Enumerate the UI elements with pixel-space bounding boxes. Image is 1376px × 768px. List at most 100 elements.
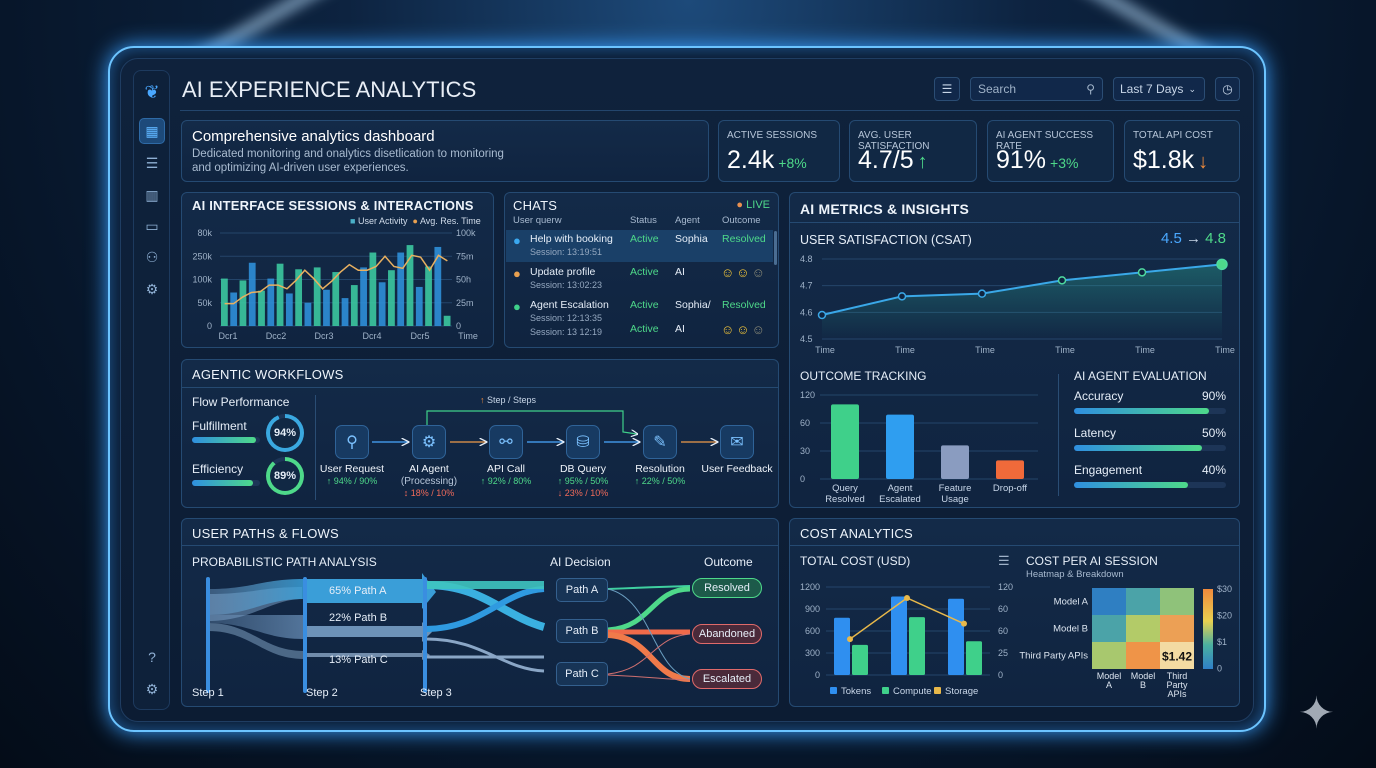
panel-title: USER PATHS & FLOWS xyxy=(192,526,339,541)
chat-outcome: Resolved xyxy=(722,299,766,311)
workflow-node-api-icon[interactable]: ⚯ xyxy=(489,425,523,459)
intro-card: Comprehensive analytics dashboard Dedica… xyxy=(181,120,709,182)
outcome-bar xyxy=(996,460,1024,479)
arrow-right-icon: → xyxy=(1185,230,1201,247)
chat-query[interactable]: Help with booking xyxy=(530,233,613,245)
bar-user-activity xyxy=(388,270,395,326)
kpi-delta: +8% xyxy=(778,155,807,171)
workflow-node-user-icon[interactable]: ⚲ xyxy=(335,425,369,459)
bar-user-activity xyxy=(425,266,432,326)
kpi-label: ACTIVE SESSIONS xyxy=(727,130,818,141)
heatmap-highlight-value: $1.42 xyxy=(1162,650,1192,664)
chat-query[interactable]: Update profile xyxy=(530,266,596,278)
x-tick: Time xyxy=(815,345,835,355)
outcome-title: OUTCOME TRACKING xyxy=(800,369,927,383)
live-label: LIVE xyxy=(746,199,770,211)
bar-user-activity xyxy=(313,267,321,326)
sidebar-item-settings[interactable]: ⚙ xyxy=(145,280,159,297)
scale-tick: $20 xyxy=(1217,611,1232,621)
x-tick: Resolved xyxy=(825,494,865,505)
perf-ring: 94% xyxy=(266,414,304,452)
chat-agent: Sophia/ xyxy=(675,299,711,311)
sidebar-item-list[interactable]: ☰ xyxy=(145,154,159,171)
feedback-emoji-icons[interactable]: ☺☺☺ xyxy=(721,265,767,280)
decision-path-a[interactable]: Path A xyxy=(556,578,608,602)
node-label: Resolution xyxy=(635,463,685,475)
feedback-emoji-icons[interactable]: ☺☺☺ xyxy=(721,322,767,337)
scrollbar[interactable] xyxy=(774,231,777,265)
heatmap-col-label: B xyxy=(1140,680,1146,690)
bar-user-activity xyxy=(406,245,414,326)
eval-label: Accuracy xyxy=(1074,389,1124,403)
perf-value: 89% xyxy=(270,461,300,491)
heatmap-col-label: Model xyxy=(1131,671,1156,681)
bar-user-activity xyxy=(285,293,293,326)
bar-compute xyxy=(909,617,925,675)
y-tick: 4.8 xyxy=(800,254,813,264)
flow-label-path-b: 22% Path B xyxy=(329,612,388,624)
x-tick: Time xyxy=(1135,345,1155,355)
sidebar-item-charts[interactable]: ▥ xyxy=(145,186,159,203)
eval-label: Latency xyxy=(1074,426,1117,440)
workflow-node-database-icon[interactable]: ⛁ xyxy=(566,425,600,459)
heatmap-cell xyxy=(1126,615,1160,642)
clock-button[interactable]: ◷ xyxy=(1215,77,1240,101)
list-view-button[interactable]: ☰ xyxy=(934,77,960,101)
sidebar-item-calendar[interactable]: ▭ xyxy=(145,217,159,234)
heatmap-col-label: Model xyxy=(1097,671,1122,681)
metrics-panel: AI METRICS & INSIGHTS USER SATISFACTION … xyxy=(789,192,1240,508)
outcome-escalated[interactable]: Escalated xyxy=(692,669,762,689)
sidebar-item-dashboard[interactable]: ▦ xyxy=(139,118,165,144)
x-tick: Escalated xyxy=(879,494,921,505)
y-tick-right: 25 xyxy=(998,648,1008,658)
y-tick-left: 600 xyxy=(805,626,820,636)
divider xyxy=(1058,374,1059,496)
search-input[interactable]: Search ⚲ xyxy=(970,77,1103,101)
bar-user-activity xyxy=(267,278,275,326)
outcome-resolved[interactable]: Resolved xyxy=(692,578,762,598)
panel-title: AGENTIC WORKFLOWS xyxy=(192,367,344,382)
settings-icon[interactable]: ⚙ xyxy=(145,680,159,697)
legend-label: Tokens xyxy=(841,686,871,697)
kpi-avg-satisfaction: AVG. USER SATISFACTION 4.7/5 ↑ xyxy=(849,120,977,182)
workflow-node-gear-icon[interactable]: ⚙ xyxy=(412,425,446,459)
x-tick: Drop-off xyxy=(993,483,1028,494)
outcome-bar xyxy=(941,445,969,479)
eval-value: 90% xyxy=(1201,389,1226,403)
decision-path-b[interactable]: Path B xyxy=(556,619,608,643)
csat-point xyxy=(1216,258,1228,271)
cost-panel: COST ANALYTICS TOTAL COST (USD) ☰ 0 0 300 2… xyxy=(789,518,1240,707)
bar-user-activity xyxy=(248,262,256,326)
decision-path-c[interactable]: Path C xyxy=(556,662,608,686)
col-header-query: User querw xyxy=(513,215,562,226)
y-tick-right: 0 xyxy=(456,321,461,331)
chat-bubble-icon: ● xyxy=(513,233,521,248)
search-icon: ⚲ xyxy=(1086,82,1095,96)
x-tick: Dcr5 xyxy=(410,331,429,341)
chat-query[interactable]: Agent Escalation xyxy=(530,299,609,311)
heatmap-row-label: Model A xyxy=(1054,597,1089,608)
workflow-node-feedback-icon[interactable]: ✉ xyxy=(720,425,754,459)
csat-line xyxy=(821,263,1223,316)
chat-status: Active xyxy=(630,233,659,245)
menu-icon[interactable]: ☰ xyxy=(998,553,1010,568)
help-icon[interactable]: ? xyxy=(148,649,156,665)
date-range-select[interactable]: Last 7 Days ⌄ xyxy=(1113,77,1205,101)
perf-ring: 89% xyxy=(266,457,304,495)
step-note-label: Step / Steps xyxy=(487,395,537,405)
outcome-bar xyxy=(831,404,859,479)
profile-icon: ● xyxy=(513,266,521,281)
outcome-abandoned[interactable]: Abandoned xyxy=(692,624,762,644)
sidebar-item-users[interactable]: ⚇ xyxy=(145,248,159,265)
chat-status: Active xyxy=(630,299,659,311)
heatmap-cell xyxy=(1092,615,1126,642)
kpi-success-rate: AI AGENT SUCCESS RATE 91% +3% xyxy=(987,120,1114,182)
csat-to: 4.8 xyxy=(1205,230,1226,247)
x-tick: Time xyxy=(458,331,478,341)
csat-title: USER SATISFACTION (CSAT) xyxy=(800,233,972,247)
chat-status: Active xyxy=(630,266,659,278)
workflow-node-edit-icon[interactable]: ✎ xyxy=(643,425,677,459)
scale-tick: $1 xyxy=(1217,637,1227,647)
chat-session: Session: 13:19:51 xyxy=(530,247,603,257)
x-tick: Time xyxy=(1055,345,1075,355)
